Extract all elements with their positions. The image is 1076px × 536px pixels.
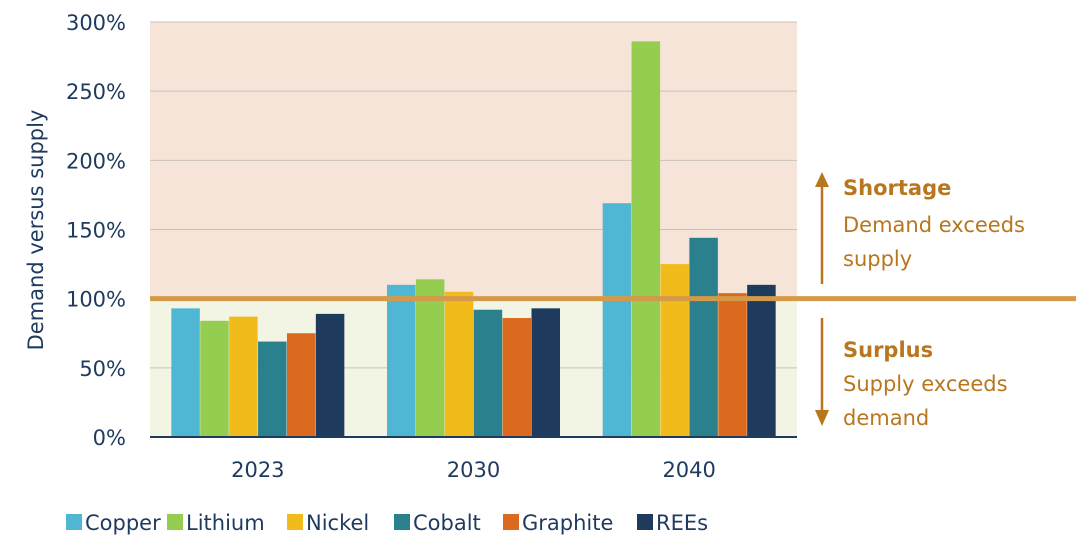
legend-label-nickel: Nickel [306, 511, 369, 535]
y-tick-label: 300% [66, 11, 126, 35]
legend: Copper Lithium Nickel Cobalt Graphite REEs [66, 511, 708, 535]
legend-label-rees: REEs [656, 511, 708, 535]
surplus-annotation: Surplus Supply exceeds demand [815, 318, 1008, 430]
legend-swatch-nickel [287, 514, 303, 530]
legend-swatch-lithium [167, 514, 183, 530]
y-tick-labels: 0% 50% 100% 150% 200% 250% 300% [66, 11, 126, 450]
bar-lithium-2030 [415, 279, 445, 437]
legend-swatch-graphite [503, 514, 519, 530]
bar-nickel-2030 [444, 291, 474, 437]
y-tick-label: 50% [79, 357, 126, 381]
shortage-text-line1: Demand exceeds [843, 213, 1025, 237]
bar-graphite-2030 [502, 318, 532, 437]
down-arrow-icon [815, 410, 829, 426]
y-tick-label: 150% [66, 219, 126, 243]
surplus-title: Surplus [843, 338, 933, 362]
shortage-title: Shortage [843, 176, 951, 200]
legend-label-graphite: Graphite [522, 511, 613, 535]
y-axis-label: Demand versus supply [24, 110, 48, 351]
y-tick-label: 200% [66, 149, 126, 173]
surplus-text-line1: Supply exceeds [843, 372, 1008, 396]
legend-label-lithium: Lithium [186, 511, 265, 535]
bar-lithium-2023 [200, 320, 229, 437]
y-tick-label: 250% [66, 80, 126, 104]
bar-copper-2030 [387, 284, 416, 437]
up-arrow-icon [815, 172, 829, 187]
bar-cobalt-2023 [258, 341, 287, 437]
bar-copper-2023 [171, 308, 200, 437]
x-tick-label: 2040 [662, 458, 715, 482]
x-tick-label: 2023 [231, 458, 284, 482]
bar-cobalt-2040 [689, 237, 718, 437]
surplus-text-line2: demand [843, 406, 929, 430]
bar-rees-2023 [315, 313, 345, 437]
legend-label-copper: Copper [85, 511, 161, 535]
legend-label-cobalt: Cobalt [413, 511, 481, 535]
bar-copper-2040 [602, 203, 632, 437]
y-tick-label: 100% [66, 288, 126, 312]
legend-swatch-rees [637, 514, 653, 530]
bar-graphite-2040 [718, 293, 747, 437]
y-tick-label: 0% [93, 426, 126, 450]
bar-rees-2040 [747, 284, 776, 437]
legend-swatch-cobalt [394, 514, 410, 530]
bar-cobalt-2030 [473, 309, 503, 437]
bar-nickel-2023 [229, 316, 258, 437]
bar-rees-2030 [531, 308, 560, 437]
bar-nickel-2040 [660, 264, 689, 437]
x-tick-labels: 2023 2030 2040 [231, 458, 716, 482]
gridlines [150, 21, 797, 369]
legend-swatch-copper [66, 514, 82, 530]
bar-lithium-2040 [631, 41, 661, 437]
shortage-annotation: Shortage Demand exceeds supply [815, 172, 1025, 284]
bars [171, 41, 776, 437]
x-tick-label: 2030 [447, 458, 500, 482]
bar-graphite-2023 [286, 333, 316, 437]
shortage-text-line2: supply [843, 247, 912, 271]
